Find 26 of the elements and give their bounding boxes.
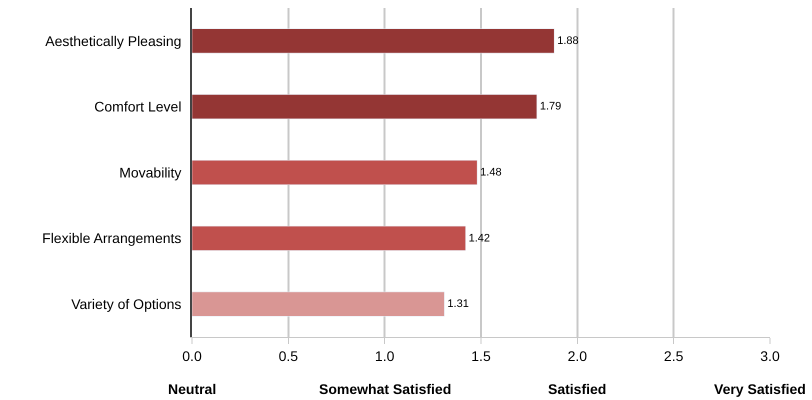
data-label: 1.42 [468, 232, 490, 244]
bar [192, 226, 466, 251]
x-tick-label: 0.0 [182, 348, 202, 364]
x-tick-label: 2.5 [664, 348, 684, 364]
y-tick-label: Comfort Level [94, 98, 182, 115]
data-label: 1.88 [557, 34, 579, 47]
x-tick-label: 1.0 [374, 348, 395, 364]
text: Satisfied [548, 381, 606, 397]
x-tick-label: 1.5 [471, 348, 491, 364]
bar [192, 292, 445, 317]
text: Neutral [168, 381, 216, 397]
bar [192, 28, 554, 54]
y-tick-label: Aesthetically Pleasing [45, 32, 182, 49]
x-tick-label: 3.0 [760, 348, 780, 364]
data-label: 1.48 [480, 166, 502, 178]
x-tick-label: 0.5 [278, 348, 298, 364]
y-tick-label: Flexible Arrangements [42, 230, 182, 246]
data-label: 1.31 [447, 298, 469, 310]
bar [192, 160, 478, 185]
data-label: 1.79 [540, 100, 562, 113]
y-tick-label: Variety of Options [71, 296, 182, 312]
bar [192, 94, 538, 120]
text: Very Satisfied [714, 381, 806, 397]
y-tick-label: Movability [119, 164, 182, 180]
text: Somewhat Satisfied [319, 381, 452, 397]
x-tick-label: 2.0 [568, 348, 588, 364]
